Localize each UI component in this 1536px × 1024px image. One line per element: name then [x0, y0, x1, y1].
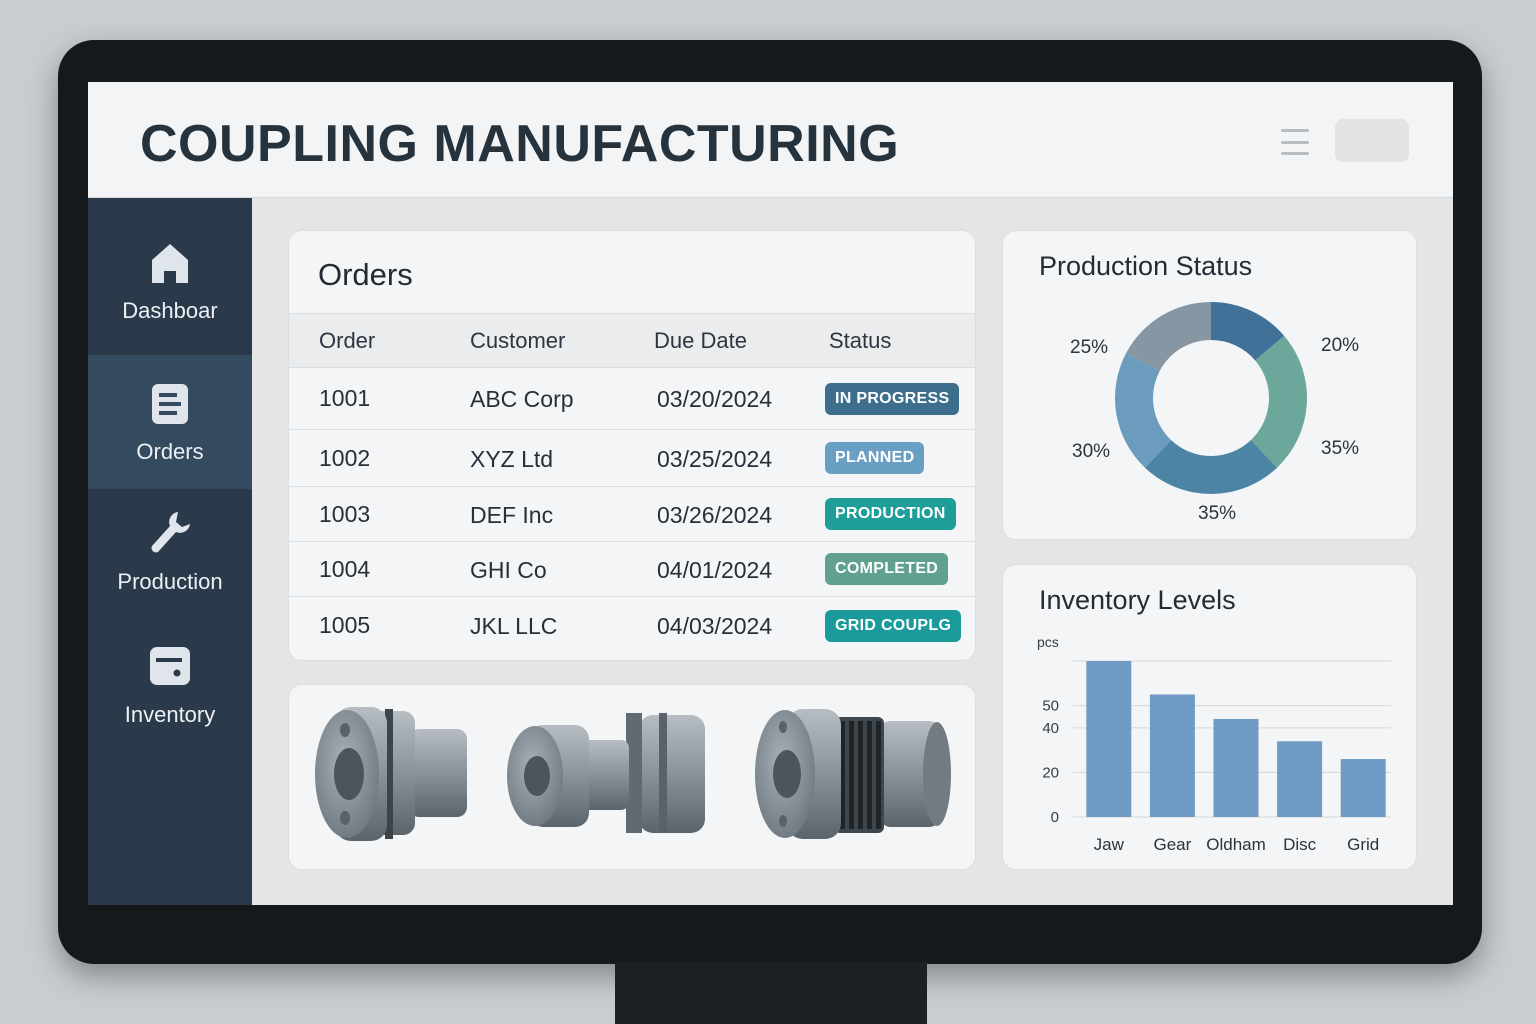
due-date: 03/25/2024 [657, 446, 773, 472]
status-badge: COMPLETED [825, 553, 949, 585]
inventory-levels-card: Inventory Levels pcs 0 20 40 50 Jaw Gear Oldham… [1002, 564, 1417, 870]
due-date: 03/20/2024 [657, 386, 773, 412]
orders-card: Orders Order Customer Due Date Status 10… [288, 230, 976, 661]
products-illustration [315, 707, 951, 841]
grid-coupling-image [755, 709, 951, 839]
app-screen: COUPLING MANUFACTURING Dashboar Orders P… [88, 82, 1453, 905]
donut-label: 35% [1198, 503, 1237, 524]
donut-slice[interactable] [1115, 353, 1172, 468]
table-row[interactable]: 1003 DEF Inc 03/26/2024 PRODUCTION [289, 487, 975, 542]
table-row[interactable]: 1004 GHI Co 04/01/2024 COMPLETED [289, 542, 975, 597]
app-header: COUPLING MANUFACTURING [88, 82, 1453, 198]
donut-slice[interactable] [1250, 335, 1307, 468]
bar[interactable] [1086, 661, 1132, 817]
order-id: 1004 [319, 556, 371, 582]
order-id: 1003 [319, 501, 371, 527]
production-status-card: Production Status 20% 35% 35% 30% 25% [1002, 230, 1417, 540]
table-header: Order Customer Due Date Status [289, 313, 975, 368]
donut-slice[interactable] [1126, 302, 1211, 371]
customer-name: GHI Co [470, 557, 547, 583]
x-tick-label: Gear [1154, 835, 1192, 854]
sidebar: Dashboar Orders Production Inventory [88, 198, 252, 905]
y-tick-label: 50 [1042, 698, 1059, 715]
customer-name: XYZ Ltd [470, 446, 554, 472]
status-badge: PLANNED [825, 442, 925, 474]
sidebar-item-label: Dashboar [122, 298, 218, 323]
x-tick-label: Grid [1347, 835, 1379, 854]
production-status-title: Production Status [1039, 251, 1253, 281]
app-title: COUPLING MANUFACTURING [140, 115, 900, 173]
bar[interactable] [1149, 694, 1195, 817]
table-row[interactable]: 1002 XYZ Ltd 03/25/2024 PLANNED [289, 430, 975, 487]
home-icon [150, 240, 190, 286]
due-date: 04/01/2024 [657, 557, 773, 583]
y-tick-label: 20 [1042, 764, 1059, 781]
sidebar-item-inventory[interactable]: Inventory [88, 622, 252, 756]
donut-label: 25% [1070, 337, 1109, 358]
order-id: 1005 [319, 612, 371, 638]
x-tick-label: Jaw [1094, 835, 1125, 854]
status-badge: IN PROGRESS [825, 383, 960, 415]
column-header-due-date[interactable]: Due Date [654, 328, 747, 353]
x-tick-label: Disc [1283, 835, 1317, 854]
bar[interactable] [1277, 741, 1323, 817]
donut-label: 20% [1321, 335, 1360, 356]
sidebar-item-label: Production [117, 569, 223, 594]
header-button[interactable] [1335, 119, 1409, 162]
y-tick-label: 0 [1051, 809, 1059, 826]
status-badge: GRID COUPLG [825, 610, 962, 642]
jaw-coupling-image [315, 707, 467, 841]
donut-slice[interactable] [1211, 302, 1285, 361]
box-icon [150, 644, 190, 690]
due-date: 03/26/2024 [657, 502, 773, 528]
customer-name: JKL LLC [470, 613, 558, 639]
x-tick-label: Oldham [1206, 835, 1266, 854]
inventory-levels-title: Inventory Levels [1039, 585, 1236, 615]
bar[interactable] [1340, 759, 1386, 817]
menu-icon[interactable] [1281, 129, 1309, 155]
sidebar-item-production[interactable]: Production [88, 489, 252, 623]
y-tick-label: 40 [1042, 720, 1059, 737]
products-card [288, 684, 976, 870]
donut-slice[interactable] [1144, 440, 1278, 494]
column-header-order[interactable]: Order [319, 328, 376, 353]
wrench-icon [148, 511, 192, 557]
inventory-bar-chart: pcs 0 20 40 50 Jaw Gear Oldham Disc Grid [1037, 634, 1391, 854]
document-icon [152, 381, 188, 427]
column-header-status[interactable]: Status [829, 328, 892, 353]
table-row[interactable]: 1001 ABC Corp 03/20/2024 IN PROGRESS [289, 368, 975, 430]
sidebar-item-dashboard[interactable]: Dashboar [88, 198, 252, 332]
column-header-customer[interactable]: Customer [470, 328, 566, 353]
table-row[interactable]: 1005 JKL LLC 04/03/2024 GRID COUPLG [289, 597, 975, 657]
production-status-donut [1115, 302, 1307, 494]
donut-label: 35% [1321, 438, 1360, 459]
sidebar-item-label: Orders [136, 439, 204, 464]
orders-title: Orders [318, 257, 413, 292]
sidebar-item-label: Inventory [124, 702, 216, 727]
bar[interactable] [1213, 718, 1259, 817]
customer-name: ABC Corp [470, 386, 574, 412]
order-id: 1002 [319, 445, 371, 471]
orders-table: Order Customer Due Date Status 1001 ABC … [289, 313, 975, 642]
oldham-coupling-image [507, 713, 705, 833]
customer-name: DEF Inc [470, 502, 554, 528]
order-id: 1001 [319, 385, 371, 411]
due-date: 04/03/2024 [657, 613, 773, 639]
donut-label: 30% [1072, 441, 1111, 462]
sidebar-item-orders[interactable]: Orders [88, 355, 252, 489]
y-axis-unit: pcs [1037, 634, 1059, 650]
monitor-stand [615, 962, 927, 1024]
status-badge: PRODUCTION [825, 498, 956, 530]
